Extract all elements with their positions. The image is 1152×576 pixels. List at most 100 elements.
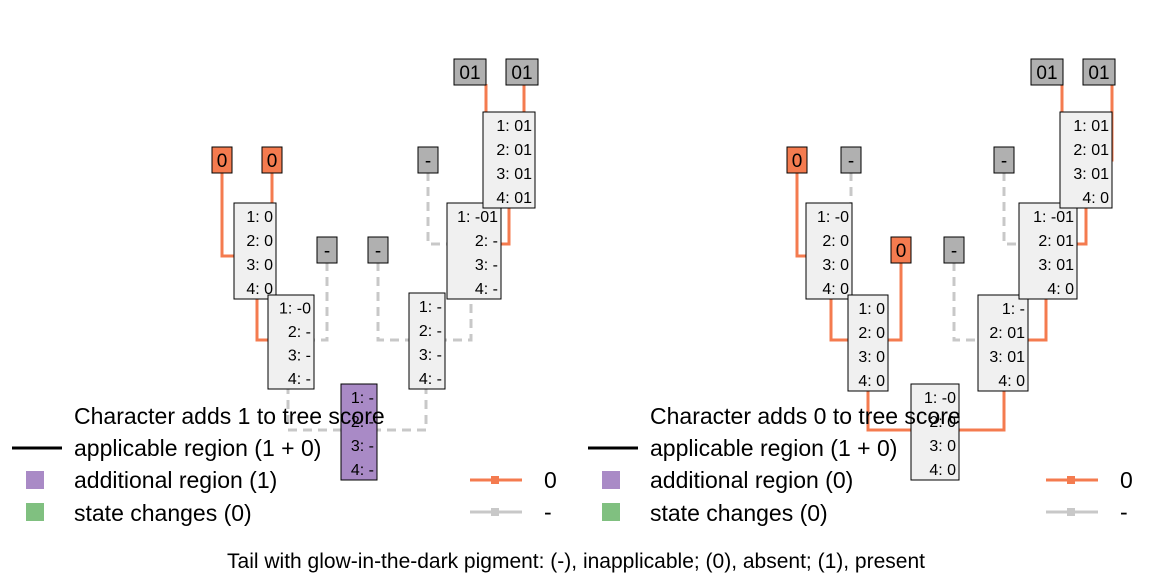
tip-3 [890,236,912,264]
tip-7 [1082,58,1116,86]
node-box-4-state-3: 3: 01 [1038,257,1074,274]
node-box-5-state-1: 1: 01 [1073,118,1109,135]
tip-5 [367,236,389,264]
tip-4 [316,236,338,264]
tip-7 [505,58,539,86]
node-box-1 [233,202,277,300]
node-box-5-state-2: 2: 01 [496,142,532,159]
node-box-3-state-3: 3: - [419,347,442,364]
legend-changes-swatch [26,503,44,521]
node-box-1-state-1: 1: 0 [246,209,273,226]
node-box-1-state-1: 1: -0 [817,209,849,226]
node-box-4-state-2: 2: 01 [1038,233,1074,250]
node-box-4-state-1: 1: -01 [1033,209,1074,226]
node-box-6-state-3: 3: - [351,438,374,455]
node-box-3-state-2: 2: 01 [989,325,1025,342]
node-box-5-state-3: 3: 01 [496,166,532,183]
node-box-5 [482,111,536,209]
node-box-3-state-3: 3: 01 [989,349,1025,366]
node-box-5-state-1: 1: 01 [496,118,532,135]
node-box-2-state-1: 1: -0 [279,301,311,318]
tip-2-label: - [848,151,854,172]
tip-4 [993,146,1015,174]
tip-6-label: 01 [1036,63,1057,84]
tip-1-label: 0 [217,151,228,172]
tip-5-label: - [951,241,957,262]
node-box-1-state-3: 3: 0 [822,257,849,274]
node-box-4-state-4: 4: 0 [1047,281,1074,298]
node-box-6-state-4: 4: 0 [929,462,956,479]
tip-7-label: 01 [1088,63,1109,84]
tip-4-label: - [1001,151,1007,172]
tip-3-label: - [425,151,431,172]
tip-6 [1030,58,1064,86]
legend-applicable-label: applicable region (1 + 0) [650,435,897,461]
node-box-4 [446,202,502,300]
tip-7-label: 01 [511,63,532,84]
panel-left: 0 0 -- -01 011: 02: 03: 04: 01: -02: -3: -4:… [12,58,557,526]
node-box-5-state-3: 3: 01 [1073,166,1109,183]
node-box-6-state-2: 2: - [351,414,374,431]
edge [288,262,329,342]
node-box-2 [267,294,315,390]
legend-additional-swatch [26,471,44,489]
node-box-3 [977,294,1029,392]
node-box-2-state-3: 3: - [288,348,311,365]
node-box-2-state-3: 3: 0 [858,349,885,366]
node-box-4-state-3: 3: - [475,257,498,274]
node-box-3-state-1: 1: - [419,299,442,316]
node-box-6-state-3: 3: 0 [929,438,956,455]
legend-statedash-marker [1067,508,1075,516]
node-box-3-state-4: 4: 0 [998,373,1025,390]
legend-changes-label: state changes (0) [74,500,252,526]
node-box-4 [1018,202,1078,300]
node-box-1-state-2: 2: 0 [822,233,849,250]
legend-additional-label: additional region (1) [74,467,277,493]
tip-5 [943,236,965,264]
node-box-6 [910,383,960,481]
node-box-2-state-1: 1: 0 [858,301,885,318]
tip-2 [840,146,862,174]
node-box-2-state-2: 2: 0 [858,325,885,342]
node-box-5-state-4: 4: 0 [1082,190,1109,207]
node-box-3-state-2: 2: - [419,323,442,340]
node-box-6-state-2: 2: 0 [929,414,956,431]
tip-1 [211,146,233,174]
legend-state0-label: 0 [544,467,557,493]
legend-state0-label: 0 [1120,467,1133,493]
legend-statedash-marker [491,508,499,516]
legend-changes-swatch [602,503,620,521]
node-box-6-state-4: 4: - [351,462,374,479]
tip-3 [417,146,439,174]
node-box-4-state-1: 1: -01 [457,209,498,226]
legend-statedash-label: - [1120,499,1128,525]
node-box-3-state-4: 4: - [419,371,442,388]
node-box-1 [805,202,853,300]
node-box-4-state-4: 4: - [475,281,498,298]
panel-right: 0 - 0 - - 01 01 1: -0 2: 0 3: 0 4: 0 1: 0 2: 0 3: 0 4:… [588,58,1133,526]
legend-changes-label: state changes (0) [650,500,828,526]
legend-additional-swatch [602,471,620,489]
tip-2-label: 0 [267,151,278,172]
legend-title: Character adds 1 to tree score [74,403,385,429]
tip-5-label: - [375,241,381,262]
edge [1002,172,1046,246]
node-box-2 [847,294,889,392]
node-box-2-state-4: 4: 0 [858,373,885,390]
node-box-1-state-4: 4: 0 [822,281,849,298]
node-box-5-state-2: 2: 01 [1073,142,1109,159]
tip-1-label: 0 [792,151,803,172]
node-box-5-state-4: 4: 01 [496,190,532,207]
node-box-2-state-2: 2: - [288,324,311,341]
node-box-2-state-4: 4: - [288,371,311,388]
node-box-6-state-1: 1: - [351,390,374,407]
tip-2 [261,146,283,174]
node-box-4-state-2: 2: - [475,233,498,250]
tip-4-label: - [324,241,330,262]
legend-applicable-label: applicable region (1 + 0) [74,435,321,461]
legend-additional-label: additional region (0) [650,467,853,493]
tip-6 [453,58,487,86]
legend-state0-marker [1067,476,1075,484]
node-box-3 [408,292,446,390]
